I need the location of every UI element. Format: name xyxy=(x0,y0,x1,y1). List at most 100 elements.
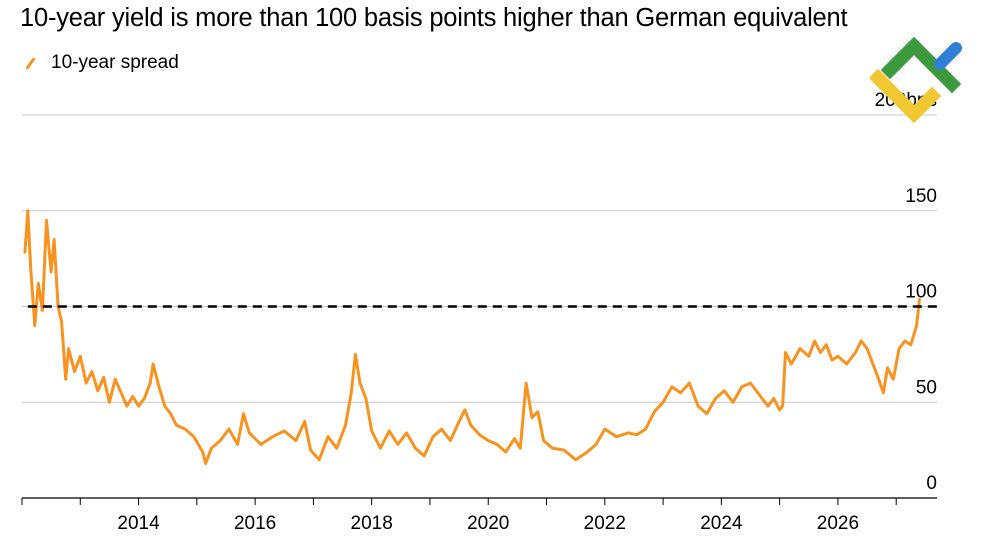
data-point-119 xyxy=(872,363,874,365)
data-point-4 xyxy=(37,282,40,285)
data-point-93 xyxy=(688,382,691,384)
brand-logo-watermark xyxy=(870,36,962,124)
data-point-24 xyxy=(137,405,140,407)
data-point-56 xyxy=(370,430,373,432)
x-tick-label-2016: 2016 xyxy=(234,513,276,534)
data-point-121 xyxy=(882,391,885,394)
logo-blue-stroke xyxy=(934,42,962,70)
data-point-46 xyxy=(303,420,306,423)
data-point-60 xyxy=(405,432,408,434)
data-point-125 xyxy=(904,340,906,342)
data-point-110 xyxy=(813,340,816,342)
data-point-51 xyxy=(344,424,347,427)
data-point-35 xyxy=(204,462,207,465)
data-point-52 xyxy=(350,391,353,394)
logo-green-chevron xyxy=(880,36,962,94)
data-point-12 xyxy=(67,347,70,350)
data-point-2 xyxy=(29,267,32,270)
data-point-44 xyxy=(283,430,286,432)
logo-yellow-chevron xyxy=(870,68,942,124)
data-point-103 xyxy=(772,397,775,400)
y-tick-label-50: 50 xyxy=(916,377,937,398)
data-point-75 xyxy=(525,382,527,384)
data-point-19 xyxy=(108,401,111,404)
data-point-107 xyxy=(790,363,793,365)
data-point-65 xyxy=(449,439,452,442)
data-point-61 xyxy=(414,447,417,450)
data-point-112 xyxy=(825,343,828,346)
data-point-1 xyxy=(26,209,29,212)
data-point-11 xyxy=(64,378,67,381)
gridlines xyxy=(22,114,937,403)
data-point-49 xyxy=(327,435,329,438)
data-point-76 xyxy=(531,416,533,419)
data-point-73 xyxy=(513,437,516,440)
data-point-89 xyxy=(653,410,656,413)
data-point-57 xyxy=(379,447,382,450)
data-point-105 xyxy=(781,405,784,407)
data-point-117 xyxy=(860,340,863,342)
data-point-72 xyxy=(504,451,507,453)
data-point-64 xyxy=(440,428,443,430)
data-point-66 xyxy=(458,420,460,423)
data-point-22 xyxy=(126,405,128,407)
data-point-81 xyxy=(574,458,577,461)
data-point-101 xyxy=(758,393,761,396)
data-point-90 xyxy=(662,401,664,404)
data-point-83 xyxy=(595,443,597,446)
data-point-29 xyxy=(163,405,166,407)
legend: 10-year spread xyxy=(22,52,179,74)
data-point-68 xyxy=(469,424,472,427)
data-point-67 xyxy=(464,409,466,411)
data-point-8 xyxy=(53,238,55,241)
data-point-50 xyxy=(335,447,338,450)
data-point-58 xyxy=(388,430,391,432)
data-point-74 xyxy=(519,447,522,450)
data-point-0 xyxy=(24,252,26,254)
data-point-100 xyxy=(749,382,752,384)
series-line-10-year-spread xyxy=(23,209,921,465)
data-point-104 xyxy=(778,409,781,411)
data-point-32 xyxy=(184,428,187,430)
y-tick-label-150: 150 xyxy=(905,186,937,207)
data-point-91 xyxy=(670,386,673,388)
data-point-63 xyxy=(432,435,434,438)
data-point-37 xyxy=(219,439,222,442)
data-point-16 xyxy=(91,370,93,373)
data-point-124 xyxy=(898,347,900,350)
data-point-98 xyxy=(732,401,734,404)
x-axis: 2014 2016 2018 2020 2022 2024 2026 xyxy=(21,497,937,534)
data-point-17 xyxy=(96,389,99,392)
data-point-97 xyxy=(723,389,726,392)
data-point-78 xyxy=(542,439,545,442)
data-point-106 xyxy=(784,351,787,354)
data-point-96 xyxy=(714,397,717,400)
data-point-48 xyxy=(318,458,321,461)
data-point-79 xyxy=(551,447,554,450)
data-point-30 xyxy=(169,412,172,415)
data-point-128 xyxy=(918,297,921,300)
data-point-41 xyxy=(248,432,251,434)
data-point-3 xyxy=(33,324,36,327)
data-point-62 xyxy=(423,455,425,457)
data-point-99 xyxy=(740,386,743,388)
data-point-5 xyxy=(41,309,44,312)
y-tick-label-100: 100 xyxy=(905,282,937,303)
data-point-10 xyxy=(60,320,63,323)
data-point-43 xyxy=(271,435,274,438)
data-point-122 xyxy=(886,366,889,369)
data-point-118 xyxy=(866,347,868,350)
data-point-123 xyxy=(892,378,895,381)
data-point-39 xyxy=(236,443,239,446)
chart-title: 10-year yield is more than 100 basis poi… xyxy=(20,4,848,32)
data-point-82 xyxy=(586,451,589,453)
x-tick-label-2022: 2022 xyxy=(584,513,626,534)
data-point-53 xyxy=(354,353,357,356)
data-point-54 xyxy=(359,382,361,384)
data-point-127 xyxy=(915,324,918,327)
data-point-59 xyxy=(397,443,399,446)
data-point-47 xyxy=(309,449,312,451)
data-point-113 xyxy=(831,359,833,361)
